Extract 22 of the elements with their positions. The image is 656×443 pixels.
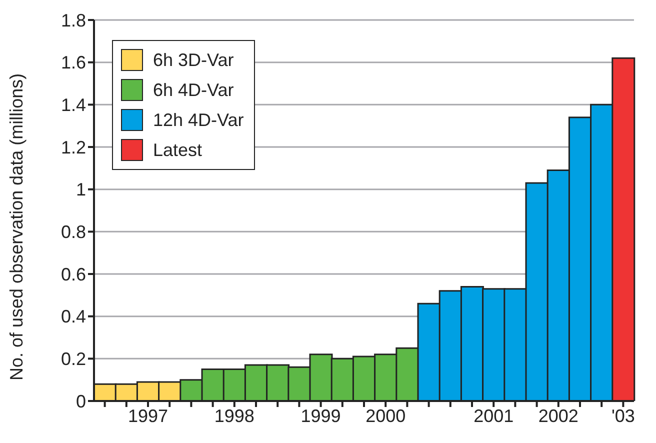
legend-label: Latest — [153, 140, 202, 160]
y-tick-label: 0 — [76, 391, 86, 412]
x-tick-label: 2000 — [366, 406, 406, 426]
legend-label: 6h 3D-Var — [153, 50, 234, 70]
y-tick-label: 0.2 — [60, 349, 86, 370]
x-tick-label: 1999 — [300, 406, 341, 426]
x-tick-label: 2001 — [474, 406, 514, 426]
y-tick-label: 1.4 — [60, 95, 86, 116]
x-tick-label: 1998 — [214, 406, 254, 426]
legend-label: 6h 4D-Var — [153, 80, 234, 100]
y-tick-label: 0.4 — [60, 306, 86, 327]
x-tick-label: '03 — [611, 406, 635, 426]
y-tick-label: 1.2 — [60, 137, 86, 158]
y-tick-label: 0.6 — [60, 264, 86, 284]
y-tick-label: 0.8 — [60, 222, 86, 242]
y-tick-label: 1 — [76, 180, 86, 200]
x-tick-label: 1997 — [128, 406, 168, 426]
y-axis-title: No. of used observation data (millions) — [6, 73, 26, 380]
y-tick-label: 1.6 — [60, 52, 86, 73]
legend-label: 12h 4D-Var — [153, 110, 244, 130]
x-tick-label: 2002 — [538, 406, 578, 426]
y-tick-label: 1.8 — [60, 10, 86, 30]
